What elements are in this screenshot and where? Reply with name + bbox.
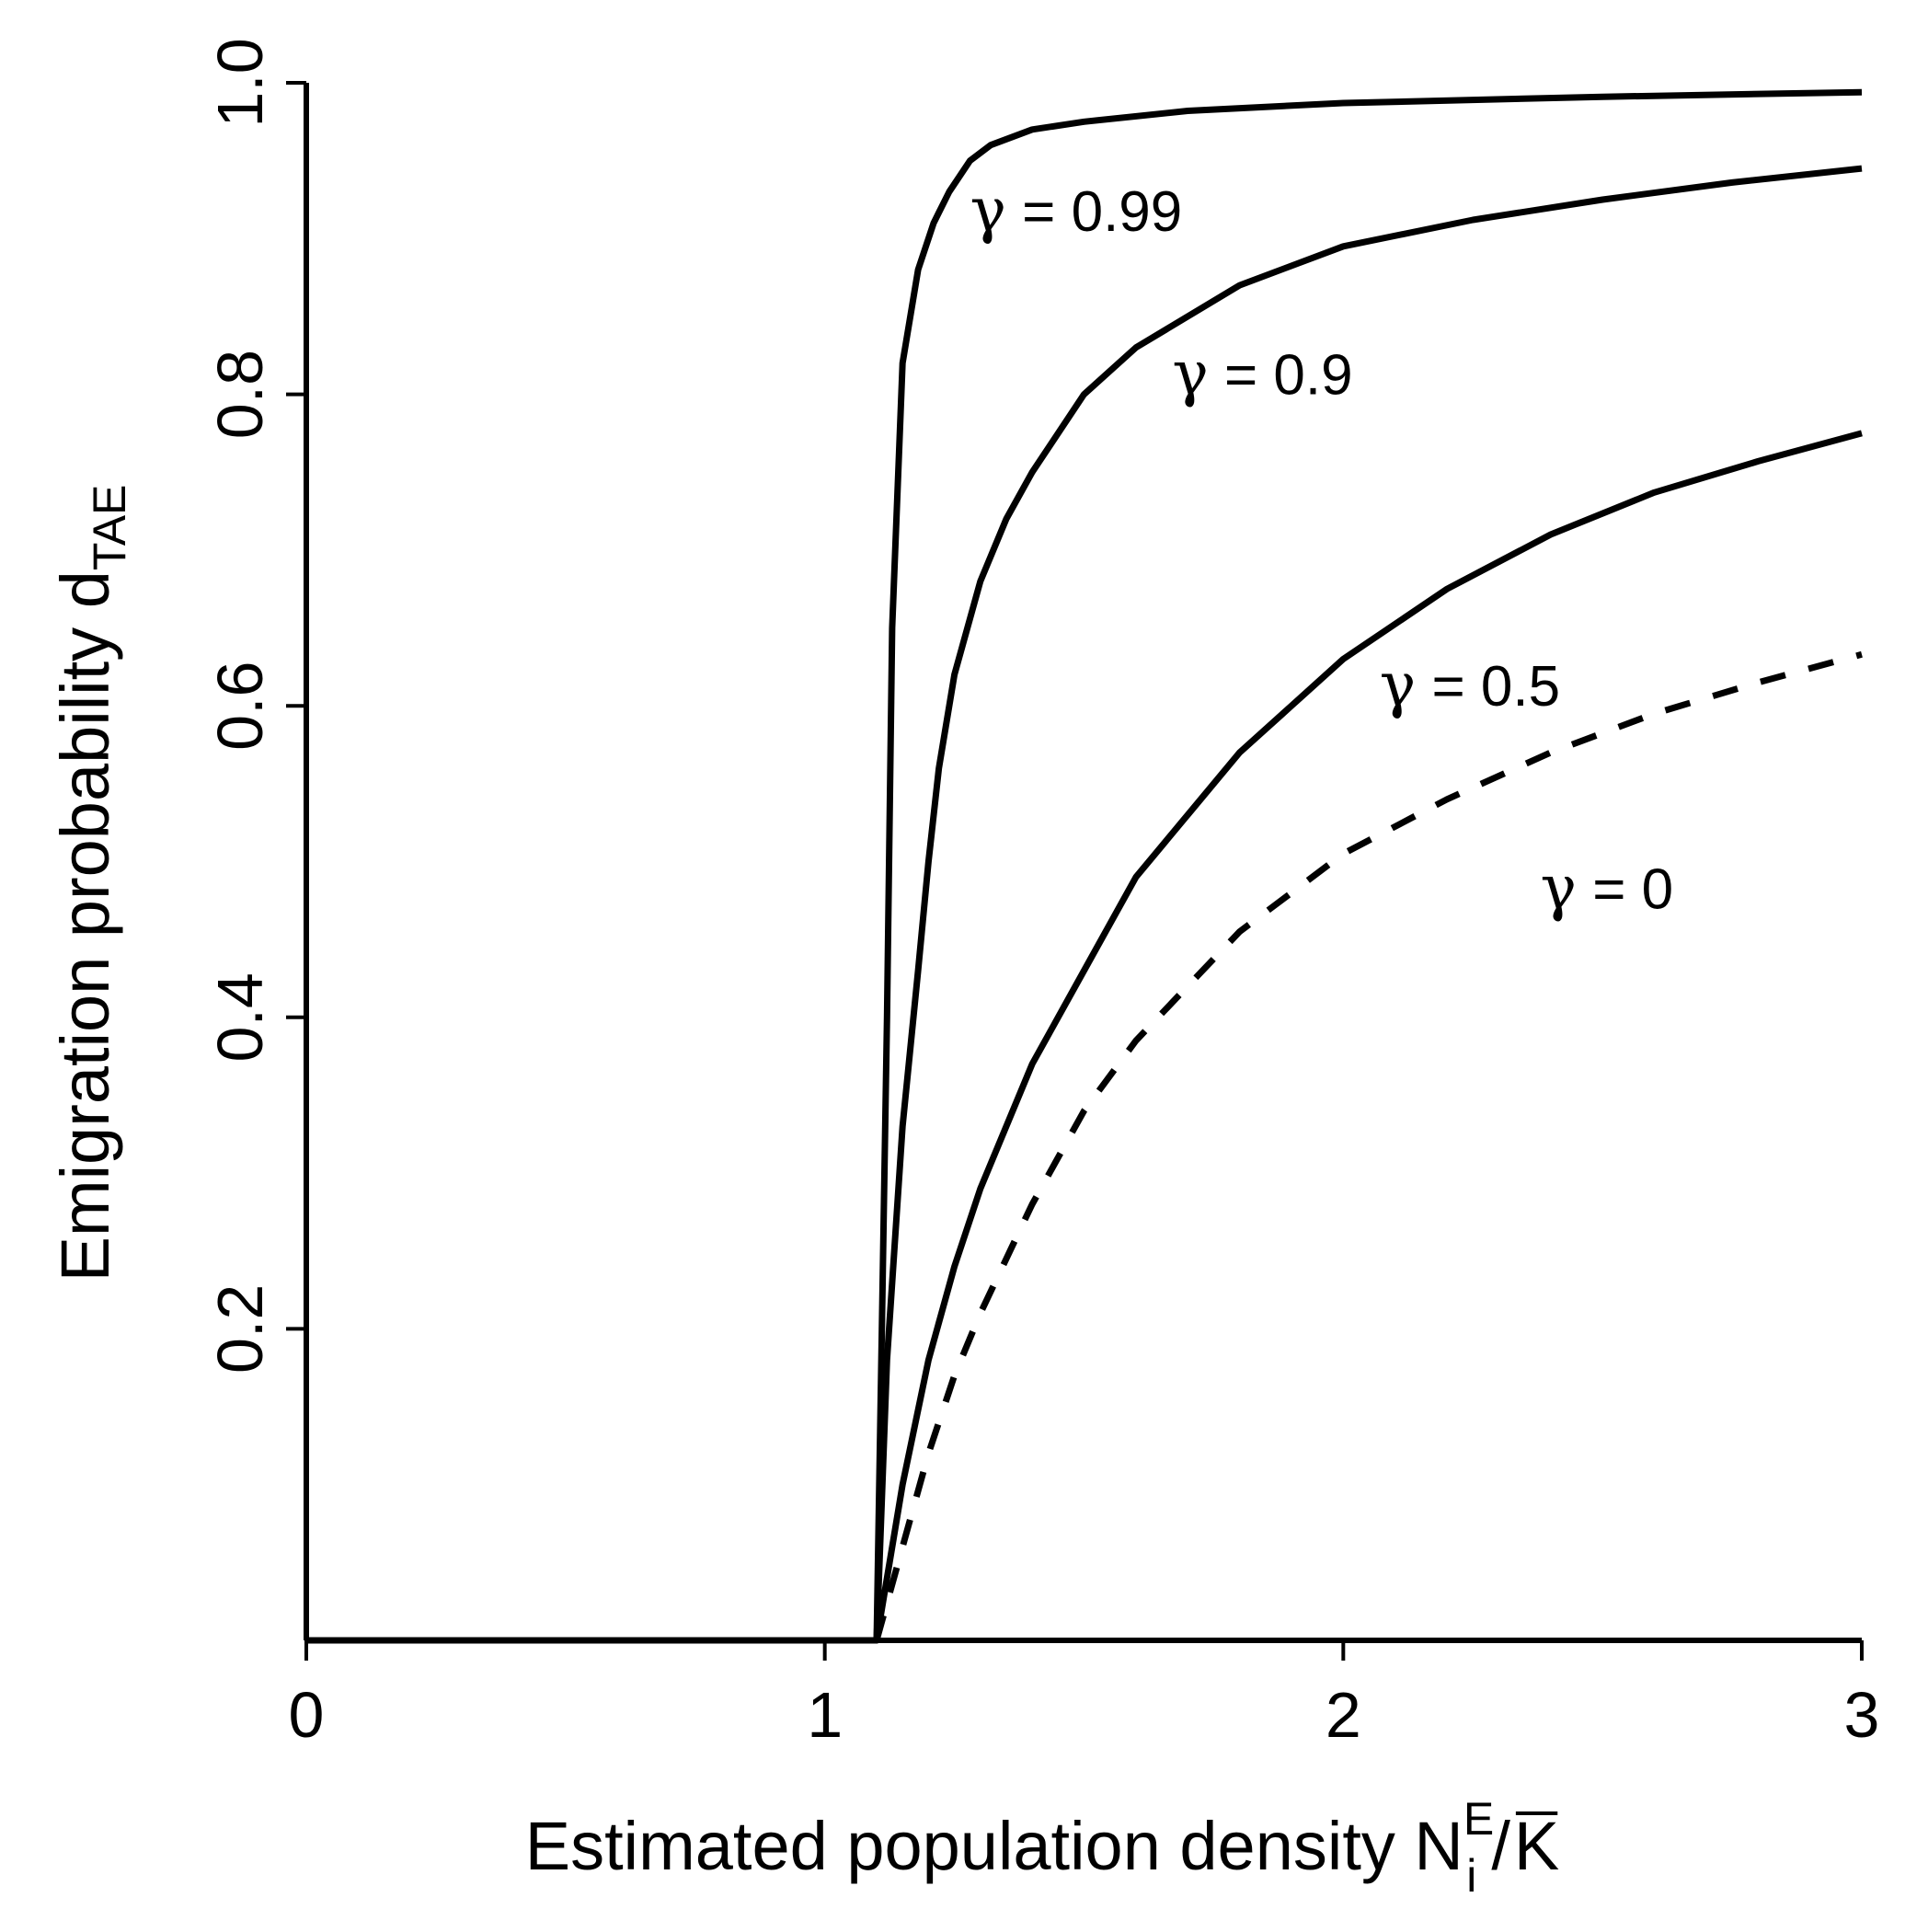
series-label: γ = 0.99 — [970, 175, 1182, 246]
gamma-symbol: γ — [1172, 339, 1208, 409]
x-tick-label: 1 — [807, 1679, 843, 1751]
y-tick-label: 0.2 — [204, 1284, 276, 1374]
gamma-symbol: γ — [1541, 852, 1577, 923]
x-tick-label: 2 — [1326, 1679, 1361, 1751]
y-axis-title-subscript: TAE — [84, 485, 135, 571]
y-tick-label: 0.8 — [204, 350, 276, 439]
x-axis-title-text: Estimated population density N — [525, 1808, 1463, 1884]
y-tick-label: 1.0 — [204, 38, 276, 127]
series-label-value: = 0.99 — [1006, 180, 1182, 244]
series-line — [873, 650, 1863, 1641]
series-line — [306, 165, 1863, 1644]
x-tick-label: 0 — [289, 1679, 325, 1751]
x-axis-title-subscript: i — [1466, 1850, 1476, 1902]
series-label-value: = 0.5 — [1416, 655, 1560, 719]
series-label: γ = 0 — [1541, 852, 1674, 923]
series-label: γ = 0.9 — [1172, 339, 1352, 409]
gamma-symbol: γ — [1380, 650, 1416, 720]
series-label: γ = 0.5 — [1380, 650, 1560, 720]
curve-labels: γ = 0.99γ = 0.9γ = 0.5γ = 0 — [970, 175, 1673, 923]
axes: 0 1 2 3 0.2 0.4 0.6 0.8 1.0 — [204, 38, 1879, 1751]
plot-area — [306, 88, 1863, 1644]
y-axis-title-text: Emigration probability d — [47, 570, 123, 1282]
series-line — [306, 430, 1863, 1644]
series-line — [306, 88, 1863, 1644]
x-axis-title: Estimated population density NE i /K — [525, 1793, 1560, 1902]
y-axis-title: Emigration probability dTAE — [47, 485, 135, 1282]
x-tick-label: 3 — [1844, 1679, 1880, 1751]
x-axis-title-slash: / — [1491, 1808, 1510, 1884]
gamma-symbol: γ — [970, 175, 1005, 246]
x-axis-title-superscript: E — [1463, 1793, 1494, 1845]
y-tick-label: 0.6 — [204, 661, 276, 751]
x-axis-title-kbar: K — [1514, 1808, 1559, 1884]
y-tick-label: 0.4 — [204, 972, 276, 1062]
series-label-value: = 0 — [1577, 857, 1673, 921]
series-label-value: = 0.9 — [1209, 344, 1353, 408]
